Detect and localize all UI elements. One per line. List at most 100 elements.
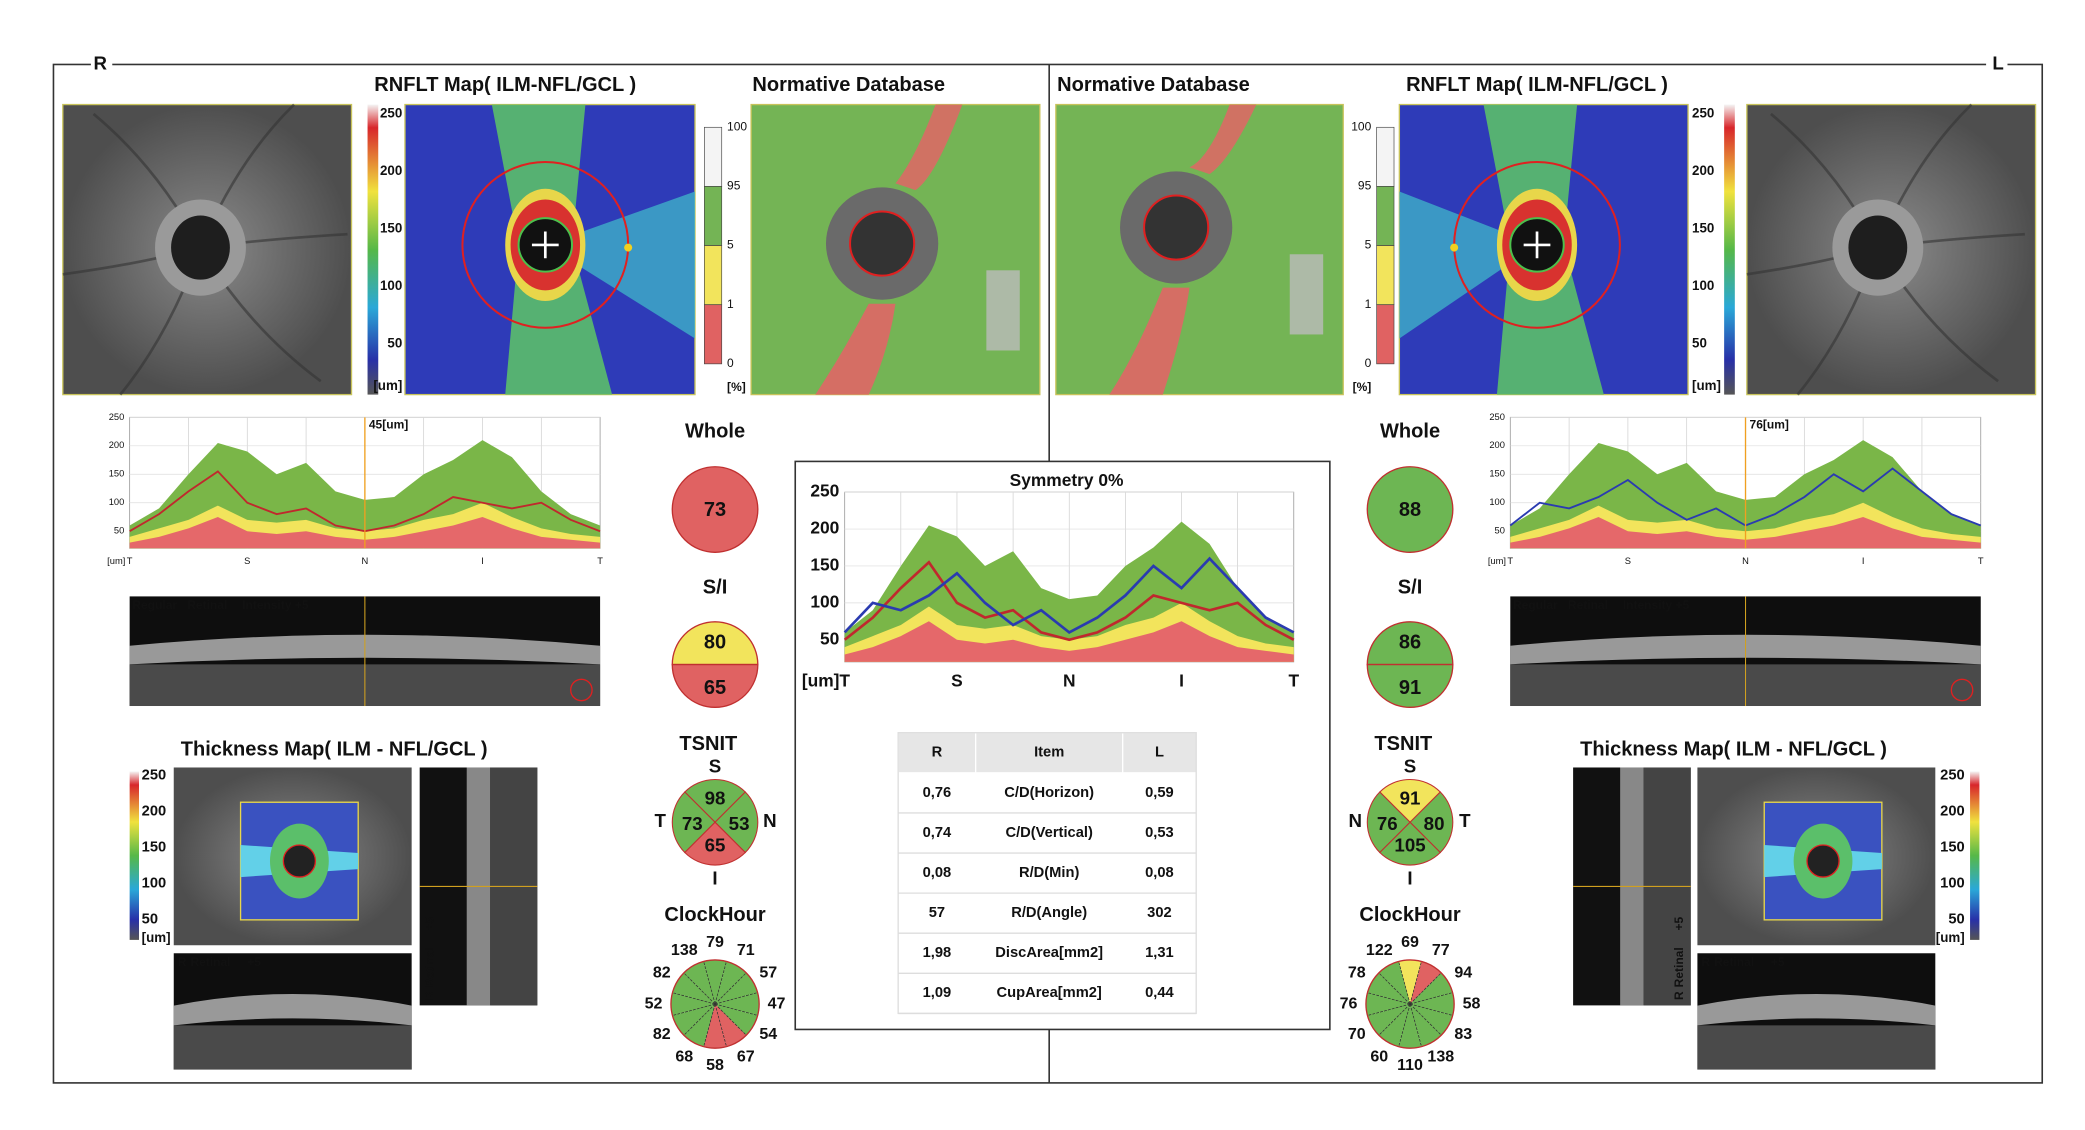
clock-value: 71: [737, 941, 755, 959]
scale-label: 5: [727, 238, 734, 252]
panel-title: RNFLT Map( ILM-NFL/GCL ): [1406, 74, 1668, 96]
scale-label: 50: [1948, 912, 1964, 928]
table-cell: R/D(Angle): [1011, 905, 1087, 921]
tsnit-value: 105: [1394, 834, 1425, 855]
scan-tag: Retinal: [1568, 598, 1608, 612]
clock-value: 60: [1370, 1048, 1388, 1066]
disc-outline: [1509, 217, 1565, 273]
tsnit-sector: [1379, 779, 1442, 824]
tsnit-label: I: [1407, 868, 1412, 889]
section-title: S/I: [703, 577, 728, 599]
section-title: ClockHour: [664, 904, 765, 926]
norm-gray: [1289, 254, 1324, 335]
clock-value: 54: [759, 1025, 777, 1043]
scan-tag: Intensity +5: [1623, 598, 1690, 612]
profile-line: [843, 556, 1295, 634]
profile-line: [843, 560, 1295, 642]
scale-label: 250: [1692, 105, 1714, 120]
scale-label: 250: [1940, 767, 1965, 783]
x-tick-label: N: [1063, 671, 1076, 691]
scan-tag: R: [1672, 991, 1686, 1000]
cursor-label: 45[um]: [369, 418, 408, 432]
table-cell: 0,74: [923, 825, 952, 841]
scale-unit: [um]: [1936, 930, 1965, 945]
scan-tag: Retinal: [1672, 947, 1686, 987]
x-tick-label: T: [1507, 556, 1513, 566]
scale-label: 100: [142, 876, 167, 892]
norm-bar-segment: [704, 304, 723, 365]
clock-value: 76: [1340, 994, 1358, 1012]
section-title: TSNIT: [679, 733, 738, 755]
table-cell: 1,31: [1145, 945, 1174, 961]
scale-label: 100: [380, 278, 402, 293]
si-bottom: [671, 663, 759, 708]
clock-value: 138: [1427, 1048, 1454, 1066]
tsnit-sector: [1366, 791, 1411, 854]
table-cell: 0,53: [1145, 825, 1174, 841]
whole-circle: [671, 466, 759, 553]
section-title: Whole: [1380, 420, 1440, 442]
scale-label: 200: [142, 803, 167, 819]
table-cell: 0,08: [1145, 865, 1174, 881]
tsnit-label: I: [712, 868, 717, 889]
clock-value: 69: [1401, 933, 1419, 951]
ring-marker: [1450, 243, 1459, 252]
norm-gray: [986, 270, 1020, 351]
clock-value: 67: [737, 1048, 755, 1066]
scale-label: 50: [1692, 335, 1707, 350]
clock-value: 94: [1454, 964, 1472, 982]
optic-disc: [171, 215, 230, 280]
clock-value: 79: [706, 933, 724, 951]
clock-value: 138: [671, 941, 698, 959]
bscan-lower: [1697, 1025, 1936, 1070]
unit-label: [um]: [107, 556, 125, 566]
tsnit-value: 98: [705, 787, 726, 808]
x-tick-label: S: [951, 671, 963, 691]
x-tick-label: T: [127, 556, 133, 566]
cross: [531, 231, 559, 259]
norm-disc: [1143, 194, 1210, 261]
panel-title: RNFLT Map( ILM-NFL/GCL ): [374, 74, 636, 96]
y-tick-label: 200: [109, 440, 125, 450]
scan-tag: Retinal: [423, 947, 437, 987]
x-tick-label: T: [1288, 671, 1299, 691]
clock-value: 78: [1348, 964, 1366, 982]
y-tick-label: 50: [1495, 526, 1505, 536]
color-bar: [1724, 104, 1735, 395]
table-cell: C/D(Horizon): [1004, 785, 1094, 801]
scale-label: 250: [380, 105, 402, 120]
section-title: ClockHour: [1359, 904, 1460, 926]
clock-value: 68: [675, 1048, 693, 1066]
table-frame: [897, 732, 1197, 1015]
norm-blob: [895, 104, 963, 191]
scale-label: 95: [1358, 179, 1372, 193]
panel-title: Normative Database: [1057, 74, 1250, 96]
panel-title: Thickness Map( ILM - NFL/GCL ): [1580, 738, 1887, 760]
clock-value: 82: [653, 1025, 671, 1043]
tsnit-sector: [1409, 791, 1454, 854]
side-label: L: [1992, 52, 2003, 73]
tsnit-label: N: [763, 810, 777, 831]
clock-value: 122: [1366, 941, 1393, 959]
scale-label: 100: [1940, 876, 1965, 892]
y-tick-label: 150: [810, 555, 839, 575]
label-bg: [90, 53, 113, 76]
x-tick-label: I: [1179, 671, 1184, 691]
clock-value: 47: [768, 994, 786, 1012]
scale-label: 200: [1692, 163, 1714, 178]
scale-label: 250: [142, 767, 167, 783]
scale-label: 50: [387, 335, 402, 350]
si-value: 65: [704, 677, 726, 699]
x-tick-label: I: [481, 556, 484, 566]
si-value: 86: [1399, 631, 1421, 653]
norm-bar-segment: [1376, 304, 1395, 365]
table-header: R: [932, 745, 943, 761]
clock-value: 82: [653, 964, 671, 982]
table-cell: C/D(Vertical): [1006, 825, 1093, 841]
tsnit-value: 91: [1400, 787, 1421, 808]
scale-label: 150: [380, 220, 402, 235]
scale-label: 1: [1365, 297, 1372, 311]
clock-value: 83: [1454, 1025, 1472, 1043]
y-tick-label: 200: [810, 518, 839, 538]
